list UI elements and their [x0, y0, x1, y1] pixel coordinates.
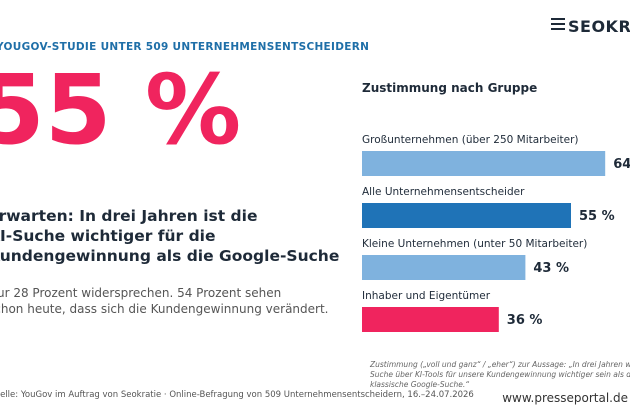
category-label: Inhaber und Eigentümer	[362, 290, 491, 302]
bar	[362, 203, 571, 228]
subtext: schon heute, dass sich die Kundengewinnu…	[0, 302, 329, 316]
watermark: www.presseportal.de	[502, 391, 628, 405]
bar	[362, 255, 526, 280]
category-label: Kleine Unternehmen (unter 50 Mitarbeiter…	[362, 238, 587, 250]
footnote: klassische Google-Suche.“	[370, 380, 469, 389]
logo: SEOKRATIE	[568, 17, 630, 36]
category-label: Alle Unternehmensentscheider	[362, 186, 525, 198]
headline: Erwarten: In drei Jahren ist die	[0, 207, 257, 225]
source: Quelle: YouGov im Auftrag von Seokratie …	[0, 390, 474, 400]
study-label: YOUGOV-STUDIE UNTER 509 UNTERNEHMENSENTS…	[0, 41, 369, 53]
headline: Kundengewinnung als die Google-Suche	[0, 247, 339, 265]
bar	[362, 151, 606, 176]
category-label: Großunternehmen (über 250 Mitarbeiter)	[362, 134, 579, 146]
headline: KI-Suche wichtiger für die	[0, 227, 216, 245]
value-label: 55 %	[579, 209, 615, 224]
bar	[362, 307, 499, 332]
value-label: 64	[613, 157, 630, 172]
big-number: 55 %	[0, 54, 241, 166]
footnote: Suche über KI-Tools für unsere Kundengew…	[370, 370, 630, 379]
value-label: 43 %	[533, 261, 569, 276]
subtext: Nur 28 Prozent widersprechen. 54 Prozent…	[0, 286, 281, 300]
value-label: 36 %	[507, 313, 543, 328]
logo-mark	[551, 18, 565, 30]
chart-title: Zustimmung nach Gruppe	[362, 81, 537, 95]
footnote: Zustimmung („voll und ganz“ / „eher“) zu…	[369, 360, 630, 369]
